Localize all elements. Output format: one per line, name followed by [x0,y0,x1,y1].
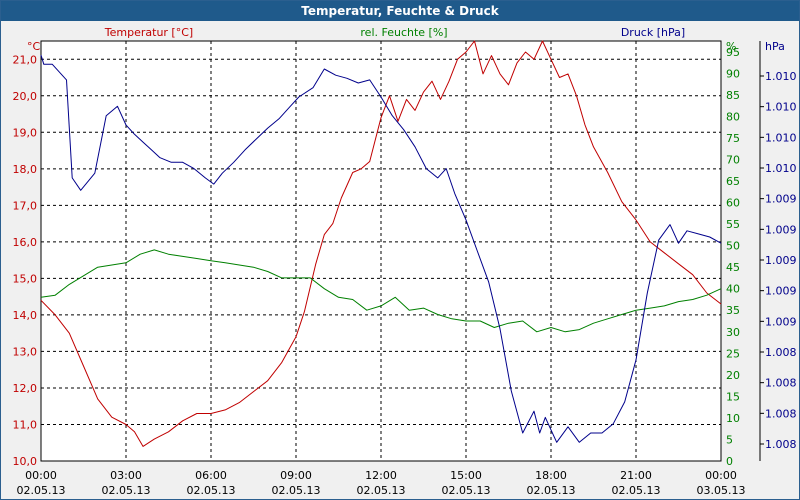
humidity-unit-label: % [726,40,736,53]
pressure-tick-label: 1.010 [765,162,797,175]
pressure-tick-label: 1.009 [765,285,797,298]
x-tick-time: 00:00 [705,469,737,482]
temperature-series-line [40,40,722,447]
legend-humidity: rel. Feuchte [%] [360,26,447,39]
humidity-tick-label: 25 [726,347,740,360]
humidity-tick-label: 35 [726,304,740,317]
humidity-tick-label: 0 [726,455,733,468]
humidity-tick-label: 80 [726,110,740,123]
temperature-tick-label: 17,0 [13,199,38,212]
pressure-tick-label: 1.010 [765,70,797,83]
x-tick-time: 06:00 [195,469,227,482]
x-tick-time: 21:00 [620,469,652,482]
temperature-tick-label: 21,0 [13,53,38,66]
x-tick-date: 02.05.13 [612,484,661,497]
temperature-tick-label: 20,0 [13,90,38,103]
x-tick-date: 02.05.13 [527,484,576,497]
humidity-tick-label: 45 [726,261,740,274]
temperature-tick-label: 19,0 [13,126,38,139]
chart-title: Temperatur, Feuchte & Druck [1,1,799,21]
humidity-tick-label: 95 [726,46,740,59]
x-tick-time: 03:00 [110,469,142,482]
x-tick-time: 09:00 [280,469,312,482]
pressure-tick-label: 1.009 [765,315,797,328]
temperature-tick-label: 18,0 [13,163,38,176]
x-tick-date: 02.05.13 [442,484,491,497]
humidity-tick-label: 30 [726,326,740,339]
humidity-tick-label: 75 [726,132,740,145]
x-tick-date: 02.05.13 [357,484,406,497]
humidity-tick-label: 90 [726,67,740,80]
humidity-tick-label: 40 [726,283,740,296]
x-tick-time: 12:00 [365,469,397,482]
humidity-series-line [40,249,722,333]
pressure-tick-label: 1.009 [765,193,797,206]
humidity-tick-label: 50 [726,240,740,253]
pressure-tick-label: 1.008 [765,438,797,451]
humidity-tick-label: 70 [726,153,740,166]
x-tick-date: 02.05.13 [272,484,321,497]
humidity-tick-label: 10 [726,412,740,425]
humidity-tick-label: 85 [726,89,740,102]
humidity-tick-label: 15 [726,390,740,403]
humidity-tick-label: 20 [726,369,740,382]
temperature-tick-label: 13,0 [13,345,38,358]
x-tick-time: 00:00 [25,469,57,482]
x-tick-date: 02.05.13 [187,484,236,497]
humidity-tick-label: 5 [726,433,733,446]
pressure-series-line [40,54,722,443]
temperature-tick-label: 12,0 [13,382,38,395]
pressure-tick-label: 1.009 [765,254,797,267]
pressure-tick-label: 1.010 [765,101,797,114]
temperature-tick-label: 14,0 [13,309,38,322]
temperature-tick-label: 16,0 [13,236,38,249]
pressure-tick-label: 1.008 [765,407,797,420]
legend-temperature: Temperatur [°C] [104,26,193,39]
temperature-tick-label: 15,0 [13,272,38,285]
pressure-unit-label: hPa [765,40,785,53]
humidity-tick-label: 60 [726,197,740,210]
temperature-tick-label: 10,0 [13,455,38,468]
temperature-unit-label: °C [27,40,41,53]
humidity-tick-label: 55 [726,218,740,231]
humidity-tick-label: 65 [726,175,740,188]
pressure-tick-label: 1.009 [765,223,797,236]
x-tick-time: 18:00 [535,469,567,482]
temperature-tick-label: 11,0 [13,418,38,431]
legend-pressure: Druck [hPa] [621,26,685,39]
x-tick-date: 02.05.13 [17,484,66,497]
pressure-tick-label: 1.010 [765,131,797,144]
x-tick-date: 02.05.13 [102,484,151,497]
x-tick-time: 15:00 [450,469,482,482]
pressure-tick-label: 1.008 [765,377,797,390]
x-tick-date: 03.05.13 [697,484,746,497]
pressure-tick-label: 1.008 [765,346,797,359]
